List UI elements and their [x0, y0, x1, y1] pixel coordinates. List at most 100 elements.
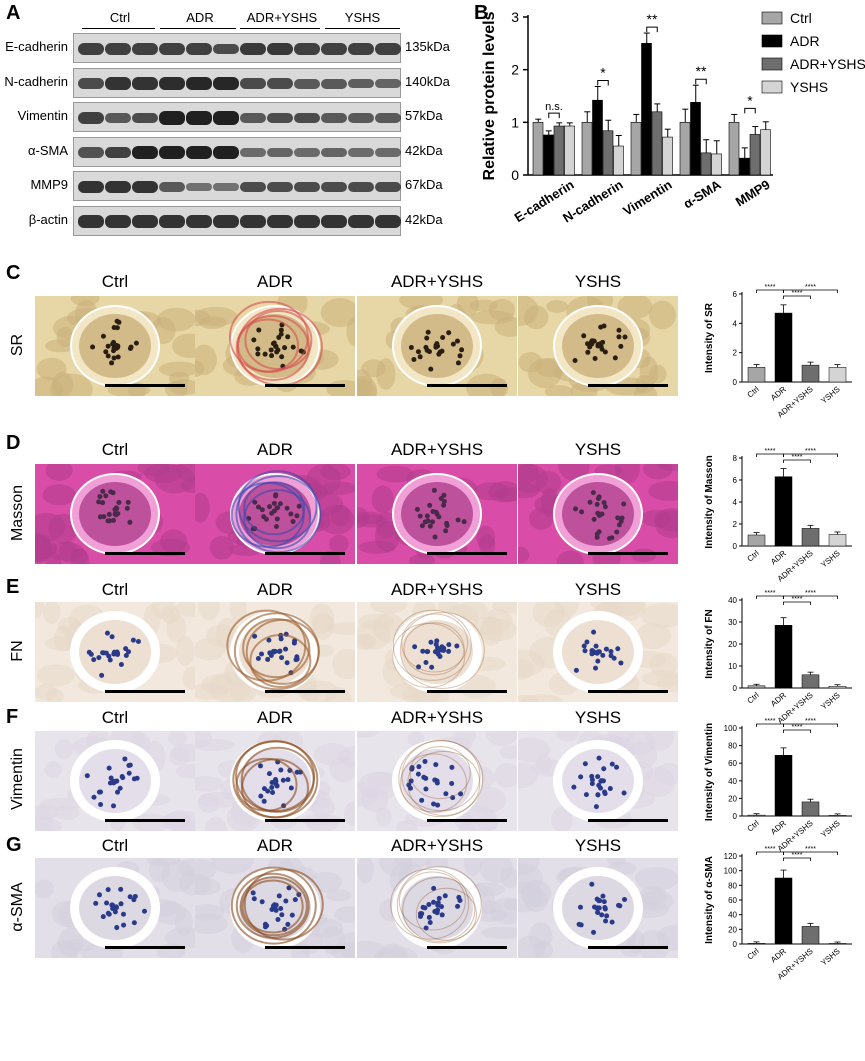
mini-y-tick-label: 40 — [728, 777, 737, 786]
mini-significance-bracket — [783, 601, 811, 605]
tissue-cell — [50, 373, 93, 396]
nucleus — [423, 659, 429, 665]
bar — [711, 153, 722, 176]
nucleus — [105, 887, 111, 893]
nucleus — [103, 349, 109, 355]
blot-band — [213, 215, 239, 228]
tissue-cell — [556, 550, 584, 564]
mini-significance-mark: **** — [792, 724, 803, 731]
mini-bar — [828, 685, 847, 689]
tissue-cell — [35, 532, 52, 563]
nucleus — [438, 496, 444, 502]
nucleus — [96, 655, 102, 661]
nucleus — [587, 344, 593, 350]
mini-significance-mark: **** — [765, 718, 776, 725]
nucleus — [594, 501, 600, 507]
nucleus — [615, 515, 621, 521]
blot-band — [132, 180, 158, 194]
nucleus — [276, 893, 282, 899]
column-header: Ctrl — [101, 272, 129, 291]
tissue-cell — [479, 618, 517, 642]
nucleus — [602, 349, 608, 355]
blot-band — [267, 215, 293, 228]
bar — [700, 152, 712, 176]
nucleus — [616, 334, 622, 340]
tissue-cell — [544, 385, 574, 396]
nucleus — [286, 885, 292, 891]
blot-band — [186, 111, 212, 125]
nucleus — [270, 789, 276, 795]
blot-band — [132, 145, 158, 160]
wb-group-ctrl: Ctrl — [109, 10, 131, 25]
blot-band — [267, 78, 293, 89]
nucleus — [415, 771, 421, 777]
nucleus — [283, 898, 289, 904]
legend-swatch — [761, 57, 783, 71]
blot-band — [159, 182, 185, 192]
mini-x-tick-label: YSHS — [819, 549, 841, 570]
nucleus — [408, 344, 414, 350]
micrograph-tile — [195, 858, 355, 958]
tissue-cell — [499, 745, 517, 759]
mini-significance-mark: **** — [765, 846, 776, 853]
bar — [760, 129, 771, 176]
nucleus — [423, 775, 429, 781]
nucleus — [591, 629, 597, 635]
micrograph — [357, 858, 517, 958]
micrograph — [195, 296, 355, 396]
micrograph — [357, 465, 517, 564]
nucleus — [446, 642, 452, 648]
nucleus — [425, 518, 431, 524]
nucleus — [429, 664, 435, 670]
bar — [679, 122, 691, 176]
mini-bar — [801, 926, 820, 945]
nucleus — [106, 765, 112, 771]
nucleus — [601, 323, 607, 329]
nucleus — [130, 637, 136, 643]
blot-band — [186, 182, 212, 192]
nucleus — [88, 651, 94, 657]
micrograph — [195, 602, 355, 702]
blot-band — [240, 181, 266, 193]
legend-swatch — [761, 11, 783, 25]
nucleus — [285, 334, 291, 340]
nucleus — [425, 329, 431, 335]
nucleus — [123, 646, 129, 652]
nucleus — [415, 349, 421, 355]
bar — [641, 43, 652, 176]
blot-band — [294, 181, 320, 193]
nucleus — [261, 514, 267, 520]
blot-protein-label: β-actin — [28, 211, 68, 227]
tissue-cell — [169, 819, 195, 831]
blot-band — [105, 113, 131, 123]
nucleus — [255, 504, 261, 510]
mini-bar — [774, 625, 793, 689]
nucleus — [250, 890, 256, 896]
blot-band — [267, 43, 293, 55]
nucleus — [600, 778, 606, 784]
stain-signal — [399, 611, 485, 689]
panel-label-b: B — [474, 2, 489, 24]
tissue-cell — [329, 757, 355, 783]
panel-label-a: A — [6, 2, 21, 24]
nucleus — [573, 667, 579, 673]
nucleus — [595, 510, 601, 516]
nucleus — [275, 916, 281, 922]
tissue-cell — [201, 674, 236, 695]
tissue-cell — [554, 602, 580, 618]
tissue-cell — [551, 806, 573, 831]
nucleus — [599, 511, 605, 517]
scale-bar — [105, 690, 185, 693]
blot-band — [105, 180, 131, 194]
nucleus — [112, 507, 118, 513]
nucleus — [593, 804, 599, 810]
legend-swatch — [761, 80, 783, 94]
mini-bar — [801, 801, 820, 817]
tissue-cell — [45, 464, 73, 481]
nucleus — [127, 519, 133, 525]
nucleus — [443, 791, 449, 797]
tissue-cell — [376, 465, 415, 483]
bar — [728, 122, 740, 176]
nucleus — [434, 780, 440, 786]
blot-band — [78, 215, 104, 228]
